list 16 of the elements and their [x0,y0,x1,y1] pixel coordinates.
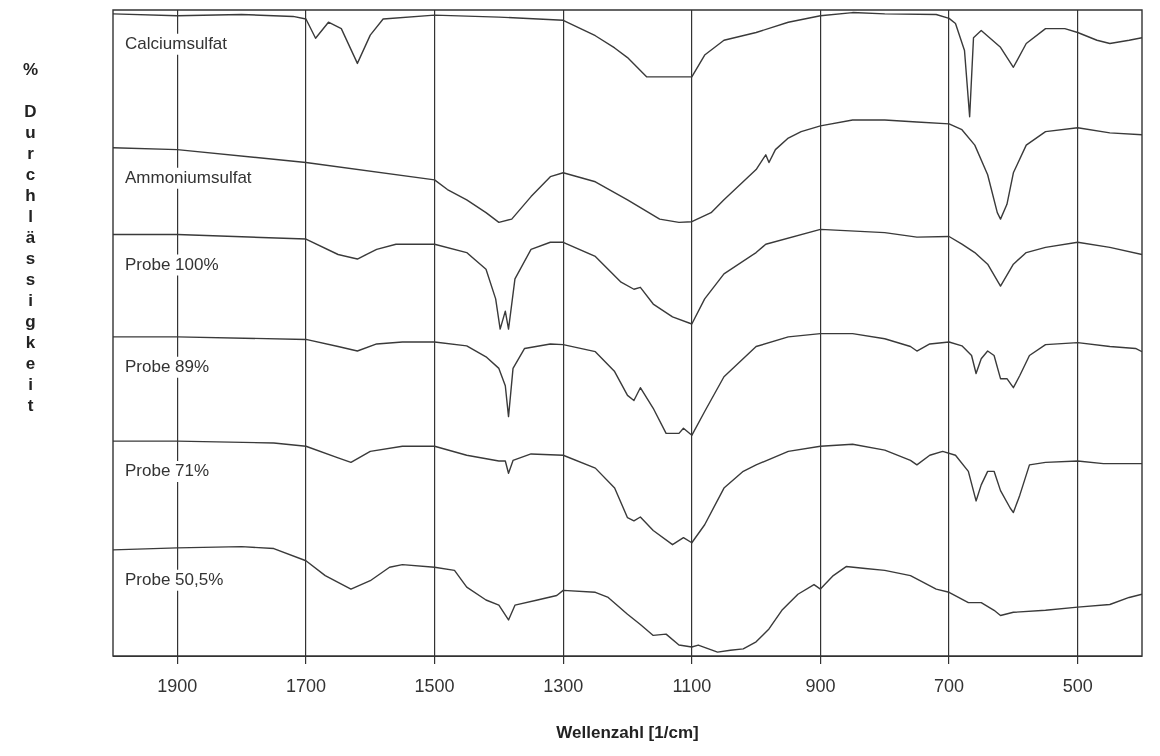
x-tick-label: 500 [1062,675,1093,696]
x-tick-label: 1900 [157,675,198,696]
series-label: Calciumsulfat [125,34,228,54]
x-tick-label: 1500 [414,675,455,696]
x-tick-label: 1300 [543,675,584,696]
x-tick-label: 700 [934,675,965,696]
y-axis-title: % Durchlässigkeit [21,60,40,417]
x-tick-label: 1100 [672,675,712,696]
series-label: Probe 71% [125,461,210,481]
x-axis-title: Wellenzahl [1/cm] [556,723,699,743]
series-label: Probe 89% [125,357,210,377]
x-tick-label: 1700 [285,675,326,696]
x-tick-label: 900 [805,675,836,696]
series-label: Ammoniumsulfat [125,167,252,187]
series-label: Probe 100% [125,254,219,274]
series-label: Probe 50,5% [125,570,224,590]
